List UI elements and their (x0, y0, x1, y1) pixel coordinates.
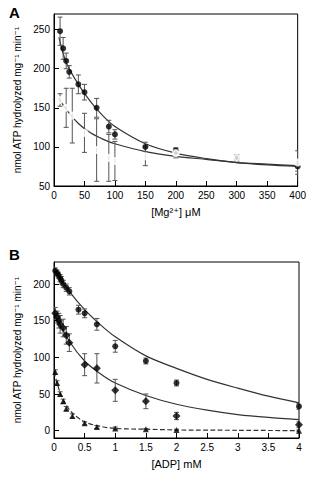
svg-text:100: 100 (33, 141, 50, 152)
svg-text:300: 300 (228, 190, 245, 201)
svg-text:3.5: 3.5 (261, 442, 275, 453)
svg-text:B: B (9, 246, 20, 263)
svg-text:350: 350 (259, 190, 276, 201)
svg-text:50: 50 (39, 389, 51, 400)
svg-text:250: 250 (198, 190, 215, 201)
svg-text:150: 150 (137, 190, 154, 201)
svg-text:1: 1 (112, 442, 118, 453)
svg-text:0.5: 0.5 (78, 442, 92, 453)
svg-text:150: 150 (33, 315, 50, 326)
svg-text:150: 150 (33, 102, 50, 113)
svg-text:200: 200 (33, 63, 50, 74)
svg-text:250: 250 (33, 24, 50, 35)
svg-text:nmol ATP hydrolyzed mg⁻¹ min⁻¹: nmol ATP hydrolyzed mg⁻¹ min⁻¹ (12, 276, 23, 423)
svg-text:A: A (9, 4, 20, 21)
svg-text:[ADP] mM: [ADP] mM (151, 458, 201, 470)
svg-text:200: 200 (33, 279, 50, 290)
svg-text:50: 50 (39, 181, 51, 192)
svg-text:50: 50 (79, 190, 91, 201)
svg-text:2: 2 (174, 442, 180, 453)
svg-text:100: 100 (107, 190, 124, 201)
svg-text:2.5: 2.5 (200, 442, 214, 453)
svg-text:0: 0 (51, 442, 57, 453)
svg-text:0: 0 (51, 190, 57, 201)
svg-text:[Mg²⁺] μM: [Mg²⁺] μM (151, 206, 200, 218)
svg-text:3: 3 (235, 442, 241, 453)
svg-text:4: 4 (296, 442, 302, 453)
svg-text:0: 0 (44, 425, 50, 436)
svg-text:100: 100 (33, 352, 50, 363)
svg-text:nmol ATP hydrolyzed mg⁻¹ min⁻¹: nmol ATP hydrolyzed mg⁻¹ min⁻¹ (12, 26, 23, 173)
svg-text:400: 400 (289, 190, 306, 201)
svg-text:1.5: 1.5 (139, 442, 153, 453)
svg-text:200: 200 (167, 190, 184, 201)
